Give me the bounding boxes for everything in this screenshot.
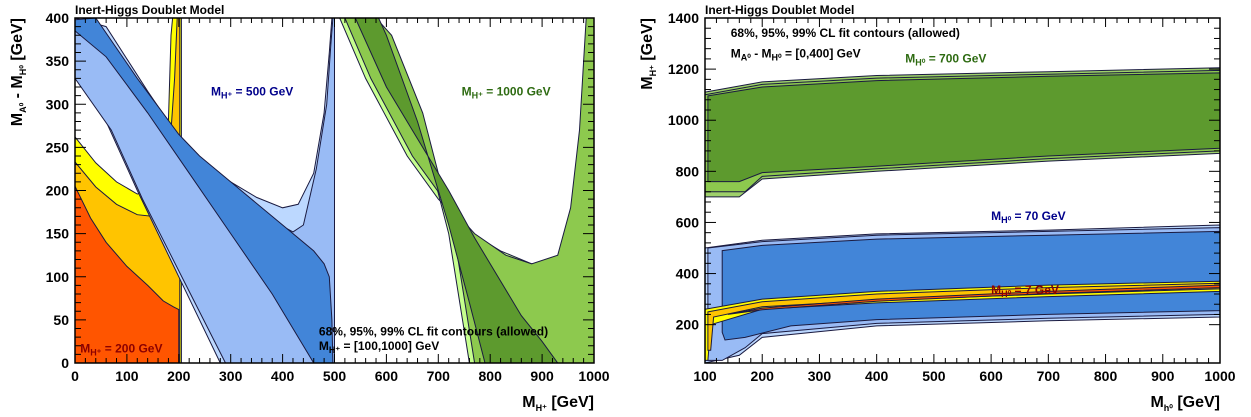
right-y-tick-label: 200 xyxy=(676,317,700,333)
right-plot-area xyxy=(705,67,1220,363)
right-series-label-1: MH⁰ = 70 GeV xyxy=(991,209,1065,225)
right-x-tick-label: 200 xyxy=(751,368,775,384)
left-series-1-contour-68pct xyxy=(75,18,334,363)
left-series-label-1: MH⁺ = 500 GeV xyxy=(211,85,293,101)
right-x-axis-label: Mh⁰ [GeV] xyxy=(1150,394,1220,413)
left-y-tick-label: 350 xyxy=(46,53,70,69)
left-x-tick-label: 1000 xyxy=(578,368,609,384)
right-series-label-2: MH⁰ = 7 GeV xyxy=(991,283,1059,299)
left-y-tick-label: 100 xyxy=(46,269,70,285)
left-x-tick-label: 300 xyxy=(219,368,243,384)
right-x-tick-label: 300 xyxy=(808,368,832,384)
left-chart-title: Inert-Higgs Doublet Model xyxy=(75,3,224,17)
left-y-tick-label: 300 xyxy=(46,96,70,112)
left-series-label-2: MH⁺ = 1000 GeV xyxy=(462,85,551,101)
left-y-tick-label: 150 xyxy=(46,226,70,242)
left-panel: 0 100 200 300 400 500 600 700 800 900 1000 0 50 100 15… xyxy=(9,3,610,413)
right-y-tick-label: 1400 xyxy=(668,10,699,26)
right-y-tick-label: 600 xyxy=(676,214,700,230)
right-y-tick-label: 1000 xyxy=(668,112,699,128)
left-x-tick-label: 600 xyxy=(375,368,399,384)
right-x-tick-label: 700 xyxy=(1037,368,1061,384)
left-x-tick-label: 0 xyxy=(71,368,79,384)
left-y-tick-label: 200 xyxy=(46,183,70,199)
left-plot-area xyxy=(75,18,594,363)
right-series-1-contour-68pct xyxy=(721,230,1220,341)
left-x-tick-label: 900 xyxy=(530,368,554,384)
right-plot-frame xyxy=(704,17,1221,364)
right-x-tick-label: 100 xyxy=(693,368,717,384)
right-series-0-contour-68pct xyxy=(707,72,1220,183)
right-x-tick-label: 800 xyxy=(1094,368,1118,384)
right-series-label-0: MH⁰ = 700 GeV xyxy=(905,52,986,68)
right-x-tick-label: 600 xyxy=(979,368,1003,384)
left-y-tick-label: 0 xyxy=(61,355,69,371)
left-series-label-0: MH⁺ = 200 GeV xyxy=(80,342,162,358)
left-x-tick-label: 400 xyxy=(271,368,295,384)
left-annotation-line2: MH⁺ = [100,1000] GeV xyxy=(319,339,439,355)
left-x-tick-label: 200 xyxy=(167,368,191,384)
left-x-tick-label: 800 xyxy=(479,368,503,384)
right-y-tick-label: 400 xyxy=(676,266,700,282)
right-chart-title: Inert-Higgs Doublet Model xyxy=(705,3,854,17)
left-series-0-contour-68pct xyxy=(75,185,180,363)
left-y-tick-label: 400 xyxy=(46,10,70,26)
right-series-2-contour-68pct xyxy=(727,284,1220,315)
left-x-tick-label: 100 xyxy=(115,368,139,384)
right-annotation-line1: 68%, 95%, 99% CL fit contours (allowed) xyxy=(731,26,960,40)
left-y-axis-label: MA⁰ - MH⁰ [GeV] xyxy=(9,18,28,126)
right-y-axis-label: MH⁺ [GeV] xyxy=(639,18,658,90)
left-annotation-line1: 68%, 95%, 99% CL fit contours (allowed) xyxy=(319,324,548,338)
right-panel: 100 200 300 400 500 600 700 800 900 1000 200 400 600… xyxy=(639,3,1236,413)
left-x-tick-label: 700 xyxy=(427,368,451,384)
right-x-tick-label: 500 xyxy=(922,368,946,384)
left-x-axis-label: MH⁺ [GeV] xyxy=(522,394,594,413)
right-x-tick-label: 400 xyxy=(865,368,889,384)
left-y-tick-label: 250 xyxy=(46,139,70,155)
right-y-tick-label: 1200 xyxy=(668,61,699,77)
right-x-tick-label: 1000 xyxy=(1204,368,1235,384)
left-series-2-contour-68pct xyxy=(354,18,559,363)
left-y-tick-label: 50 xyxy=(53,312,69,328)
right-x-tick-label: 900 xyxy=(1151,368,1175,384)
right-annotation-line2: MA⁰ - MH⁰ = [0,400] GeV xyxy=(731,47,861,63)
left-x-tick-label: 500 xyxy=(323,368,347,384)
right-y-tick-label: 800 xyxy=(676,163,700,179)
